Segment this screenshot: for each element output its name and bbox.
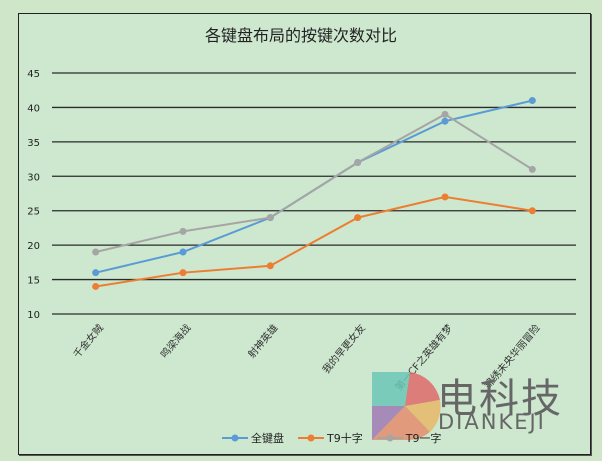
data-point [92,248,100,256]
legend-item: T9一字 [376,430,442,446]
data-point [92,269,100,277]
legend-label: 全键盘 [251,432,284,445]
data-point [266,262,274,270]
data-point [266,214,274,222]
y-tick-label: 30 [27,172,40,183]
legend-marker-icon [376,434,403,442]
series-line [95,113,533,254]
y-tick-label: 40 [27,103,40,114]
data-point [179,248,187,256]
legend-marker-icon [222,434,248,442]
y-tick-label: 45 [27,69,40,80]
data-point [441,117,449,125]
data-point [354,159,362,167]
series-line [95,195,533,288]
data-point [354,214,362,222]
data-point [528,165,536,173]
chart-title: 各键盘布局的按键次数对比 [204,26,397,45]
data-point [441,193,449,201]
watermark-cn: 电科技 [437,376,563,422]
data-point [179,269,187,277]
data-point [179,227,187,235]
y-tick-label: 20 [27,241,40,252]
data-point [528,97,536,105]
legend-marker-icon [298,434,324,442]
chart-frame [18,13,591,455]
y-tick-label: 10 [27,310,40,321]
legend-item: T9十字 [298,430,363,446]
data-point [92,282,100,290]
legend-label: T9十字 [327,432,363,445]
y-tick-label: 35 [27,138,40,149]
legend: 全键盘 T9十字 T9一字 [222,430,441,446]
y-tick-label: 15 [27,276,40,287]
data-point [441,110,449,118]
y-tick-label: 25 [27,207,40,218]
data-point [528,207,536,215]
legend-item: 全键盘 [222,430,284,446]
legend-label: T9一字 [405,432,442,445]
watermark-en: DIANKEJI [438,410,546,434]
